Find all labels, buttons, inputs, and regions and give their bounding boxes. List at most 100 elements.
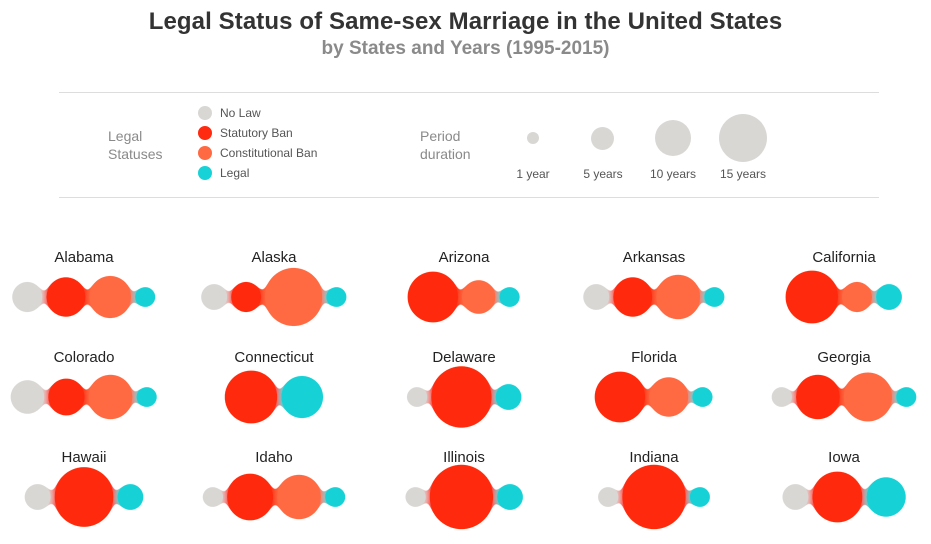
legend-top-divider	[59, 92, 879, 93]
bubble-california-statutory-ban	[786, 271, 838, 323]
bubble-chain-georgia	[771, 372, 917, 422]
legend-swatch-constitutional-ban	[198, 146, 212, 160]
bubble-iowa-statutory-ban	[812, 472, 863, 522]
state-label-indiana: Indiana	[629, 449, 679, 466]
bubble-georgia-statutory-ban	[796, 375, 840, 419]
legend-size-dot-1-year	[527, 132, 539, 144]
bubble-colorado-constitutional-ban	[88, 375, 133, 419]
legend-status-heading: Legal Statuses	[108, 127, 162, 163]
bubble-hawaii-no-law	[24, 484, 51, 510]
bubble-arkansas-legal	[704, 286, 725, 308]
bubble-indiana-statutory-ban	[622, 465, 686, 529]
bubble-chain-hawaii	[24, 467, 144, 527]
bubble-delaware-legal	[495, 384, 522, 410]
bubble-alaska-constitutional-ban	[265, 268, 323, 326]
bubble-iowa-no-law	[782, 484, 809, 510]
bubble-chain-illinois	[405, 465, 523, 529]
bubble-alaska-statutory-ban	[231, 282, 262, 312]
bubble-arizona-constitutional-ban	[462, 280, 496, 314]
bubble-idaho-constitutional-ban	[277, 475, 321, 519]
legend-size-dot-15-years	[719, 114, 767, 162]
state-label-alaska: Alaska	[251, 249, 297, 266]
bubble-alabama-no-law	[12, 282, 43, 312]
state-label-california: California	[812, 249, 876, 266]
state-label-illinois: Illinois	[443, 449, 485, 466]
state-label-delaware: Delaware	[432, 349, 496, 366]
state-label-idaho: Idaho	[255, 449, 293, 466]
bubble-illinois-no-law	[405, 486, 426, 508]
legend-item-constitutional-ban: Constitutional Ban	[198, 145, 317, 161]
bubble-arkansas-statutory-ban	[613, 277, 653, 317]
legend-label-no-law: No Law	[220, 106, 261, 120]
bubble-georgia-no-law	[771, 386, 792, 408]
bubble-alaska-legal	[326, 286, 347, 308]
legend-size-dot-5-years	[591, 127, 614, 150]
legend-size-label-5-years: 5 years	[583, 167, 623, 181]
bubble-chain-alabama	[12, 276, 156, 318]
bubble-florida-statutory-ban	[595, 372, 646, 422]
bubble-delaware-statutory-ban	[431, 366, 492, 428]
legend-duration-heading: Period duration	[420, 127, 471, 163]
bubble-delaware-no-law	[406, 386, 428, 408]
bubble-idaho-statutory-ban	[227, 474, 274, 520]
bubble-georgia-legal	[896, 386, 917, 408]
bubble-illinois-statutory-ban	[429, 465, 494, 529]
legend-size-label-15-years: 15 years	[719, 167, 767, 181]
bubble-iowa-legal	[866, 477, 906, 517]
bubble-illinois-legal	[497, 484, 523, 510]
bubble-chain-florida	[595, 372, 713, 422]
chart-title: Legal Status of Same-sex Marriage in the…	[148, 8, 783, 35]
legend-label-constitutional-ban: Constitutional Ban	[220, 146, 318, 160]
bubble-chain-colorado	[10, 375, 158, 419]
bubble-chain-arizona	[408, 272, 520, 322]
bubble-chain-delaware	[406, 366, 522, 428]
legend-item-statutory-ban: Statutory Ban	[198, 125, 293, 141]
bubble-idaho-legal	[325, 486, 346, 508]
legend-bottom-divider	[59, 197, 879, 198]
bubble-florida-legal	[692, 386, 713, 408]
legend-item-legal: Legal	[198, 165, 249, 181]
legend-label-legal: Legal	[220, 166, 250, 180]
bubble-indiana-no-law	[597, 486, 619, 508]
bubble-alabama-constitutional-ban	[89, 276, 131, 318]
state-label-colorado: Colorado	[53, 349, 115, 366]
state-label-alabama: Alabama	[54, 249, 114, 266]
legend-swatch-no-law	[198, 106, 212, 120]
bubble-chain-indiana	[597, 465, 711, 529]
bubble-chain-alaska	[201, 268, 347, 326]
bubble-chain-connecticut	[225, 371, 323, 423]
bubble-arkansas-no-law	[583, 284, 610, 310]
bubble-colorado-legal	[136, 386, 158, 408]
bubble-chain-iowa	[782, 472, 906, 522]
bubble-hawaii-legal	[117, 484, 144, 510]
bubble-arizona-statutory-ban	[408, 272, 458, 322]
bubble-indiana-legal	[689, 486, 711, 508]
bubble-connecticut-legal	[281, 376, 323, 418]
bubble-florida-constitutional-ban	[649, 377, 689, 417]
state-label-georgia: Georgia	[817, 349, 871, 366]
legend-status-heading-line1: Legal	[108, 128, 143, 144]
state-label-iowa: Iowa	[828, 449, 860, 466]
state-label-arizona: Arizona	[438, 249, 490, 266]
state-label-arkansas: Arkansas	[622, 249, 686, 266]
bubble-chain-idaho	[202, 474, 346, 520]
state-label-hawaii: Hawaii	[61, 449, 107, 466]
legend-size-label-1-year: 1 year	[516, 167, 550, 181]
legend-status-heading-line2: Statuses	[108, 146, 163, 162]
bubble-colorado-statutory-ban	[48, 378, 85, 416]
legend-duration-heading-line2: duration	[420, 146, 471, 162]
legend-size-dot-10-years	[655, 120, 691, 156]
bubble-arizona-legal	[499, 286, 520, 308]
legend-label-statutory-ban: Statutory Ban	[220, 126, 293, 140]
bubble-georgia-constitutional-ban	[843, 372, 893, 422]
legend-swatch-legal	[198, 166, 212, 180]
chart-subtitle: by States and Years (1995-2015)	[321, 38, 610, 59]
bubble-idaho-no-law	[202, 486, 223, 508]
state-label-florida: Florida	[631, 349, 677, 366]
bubble-alaska-no-law	[201, 284, 228, 310]
bubble-hawaii-statutory-ban	[54, 467, 114, 527]
legend-duration-heading-line1: Period	[420, 128, 461, 144]
legend-swatch-statutory-ban	[198, 126, 212, 140]
